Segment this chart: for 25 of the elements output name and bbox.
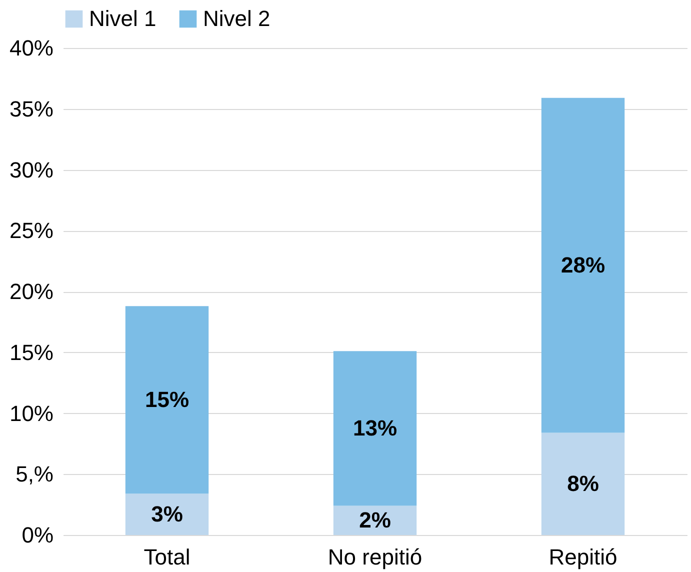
data-label: 15%	[144, 386, 190, 412]
legend-label: Nivel 2	[203, 6, 270, 31]
y-tick-label: 20%	[9, 279, 54, 304]
y-tick-label: 0%	[22, 522, 54, 548]
bar	[541, 432, 625, 535]
data-label: 2%	[359, 507, 391, 532]
x-tick-label: Total	[144, 544, 190, 570]
data-label: 28%	[560, 252, 606, 278]
bar	[125, 306, 209, 494]
bar	[541, 98, 625, 433]
data-label: 13%	[352, 415, 398, 440]
legend-label: Nivel 1	[89, 6, 156, 31]
data-label: 8%	[567, 470, 599, 496]
bar	[125, 494, 209, 535]
y-tick-label: 35%	[9, 96, 54, 122]
x-tick-label: No repitió	[328, 544, 422, 570]
y-tick-label: 10%	[9, 400, 54, 426]
y-tick-label: 25%	[9, 218, 54, 244]
y-tick-label: 30%	[9, 157, 54, 182]
bar	[333, 351, 417, 506]
x-tick-label: Repitió	[548, 544, 618, 570]
data-label: 3%	[151, 501, 183, 526]
y-tick-label: 40%	[9, 36, 54, 60]
y-tick-label: 15%	[9, 340, 54, 365]
y-tick-label: 5,%	[16, 462, 54, 487]
